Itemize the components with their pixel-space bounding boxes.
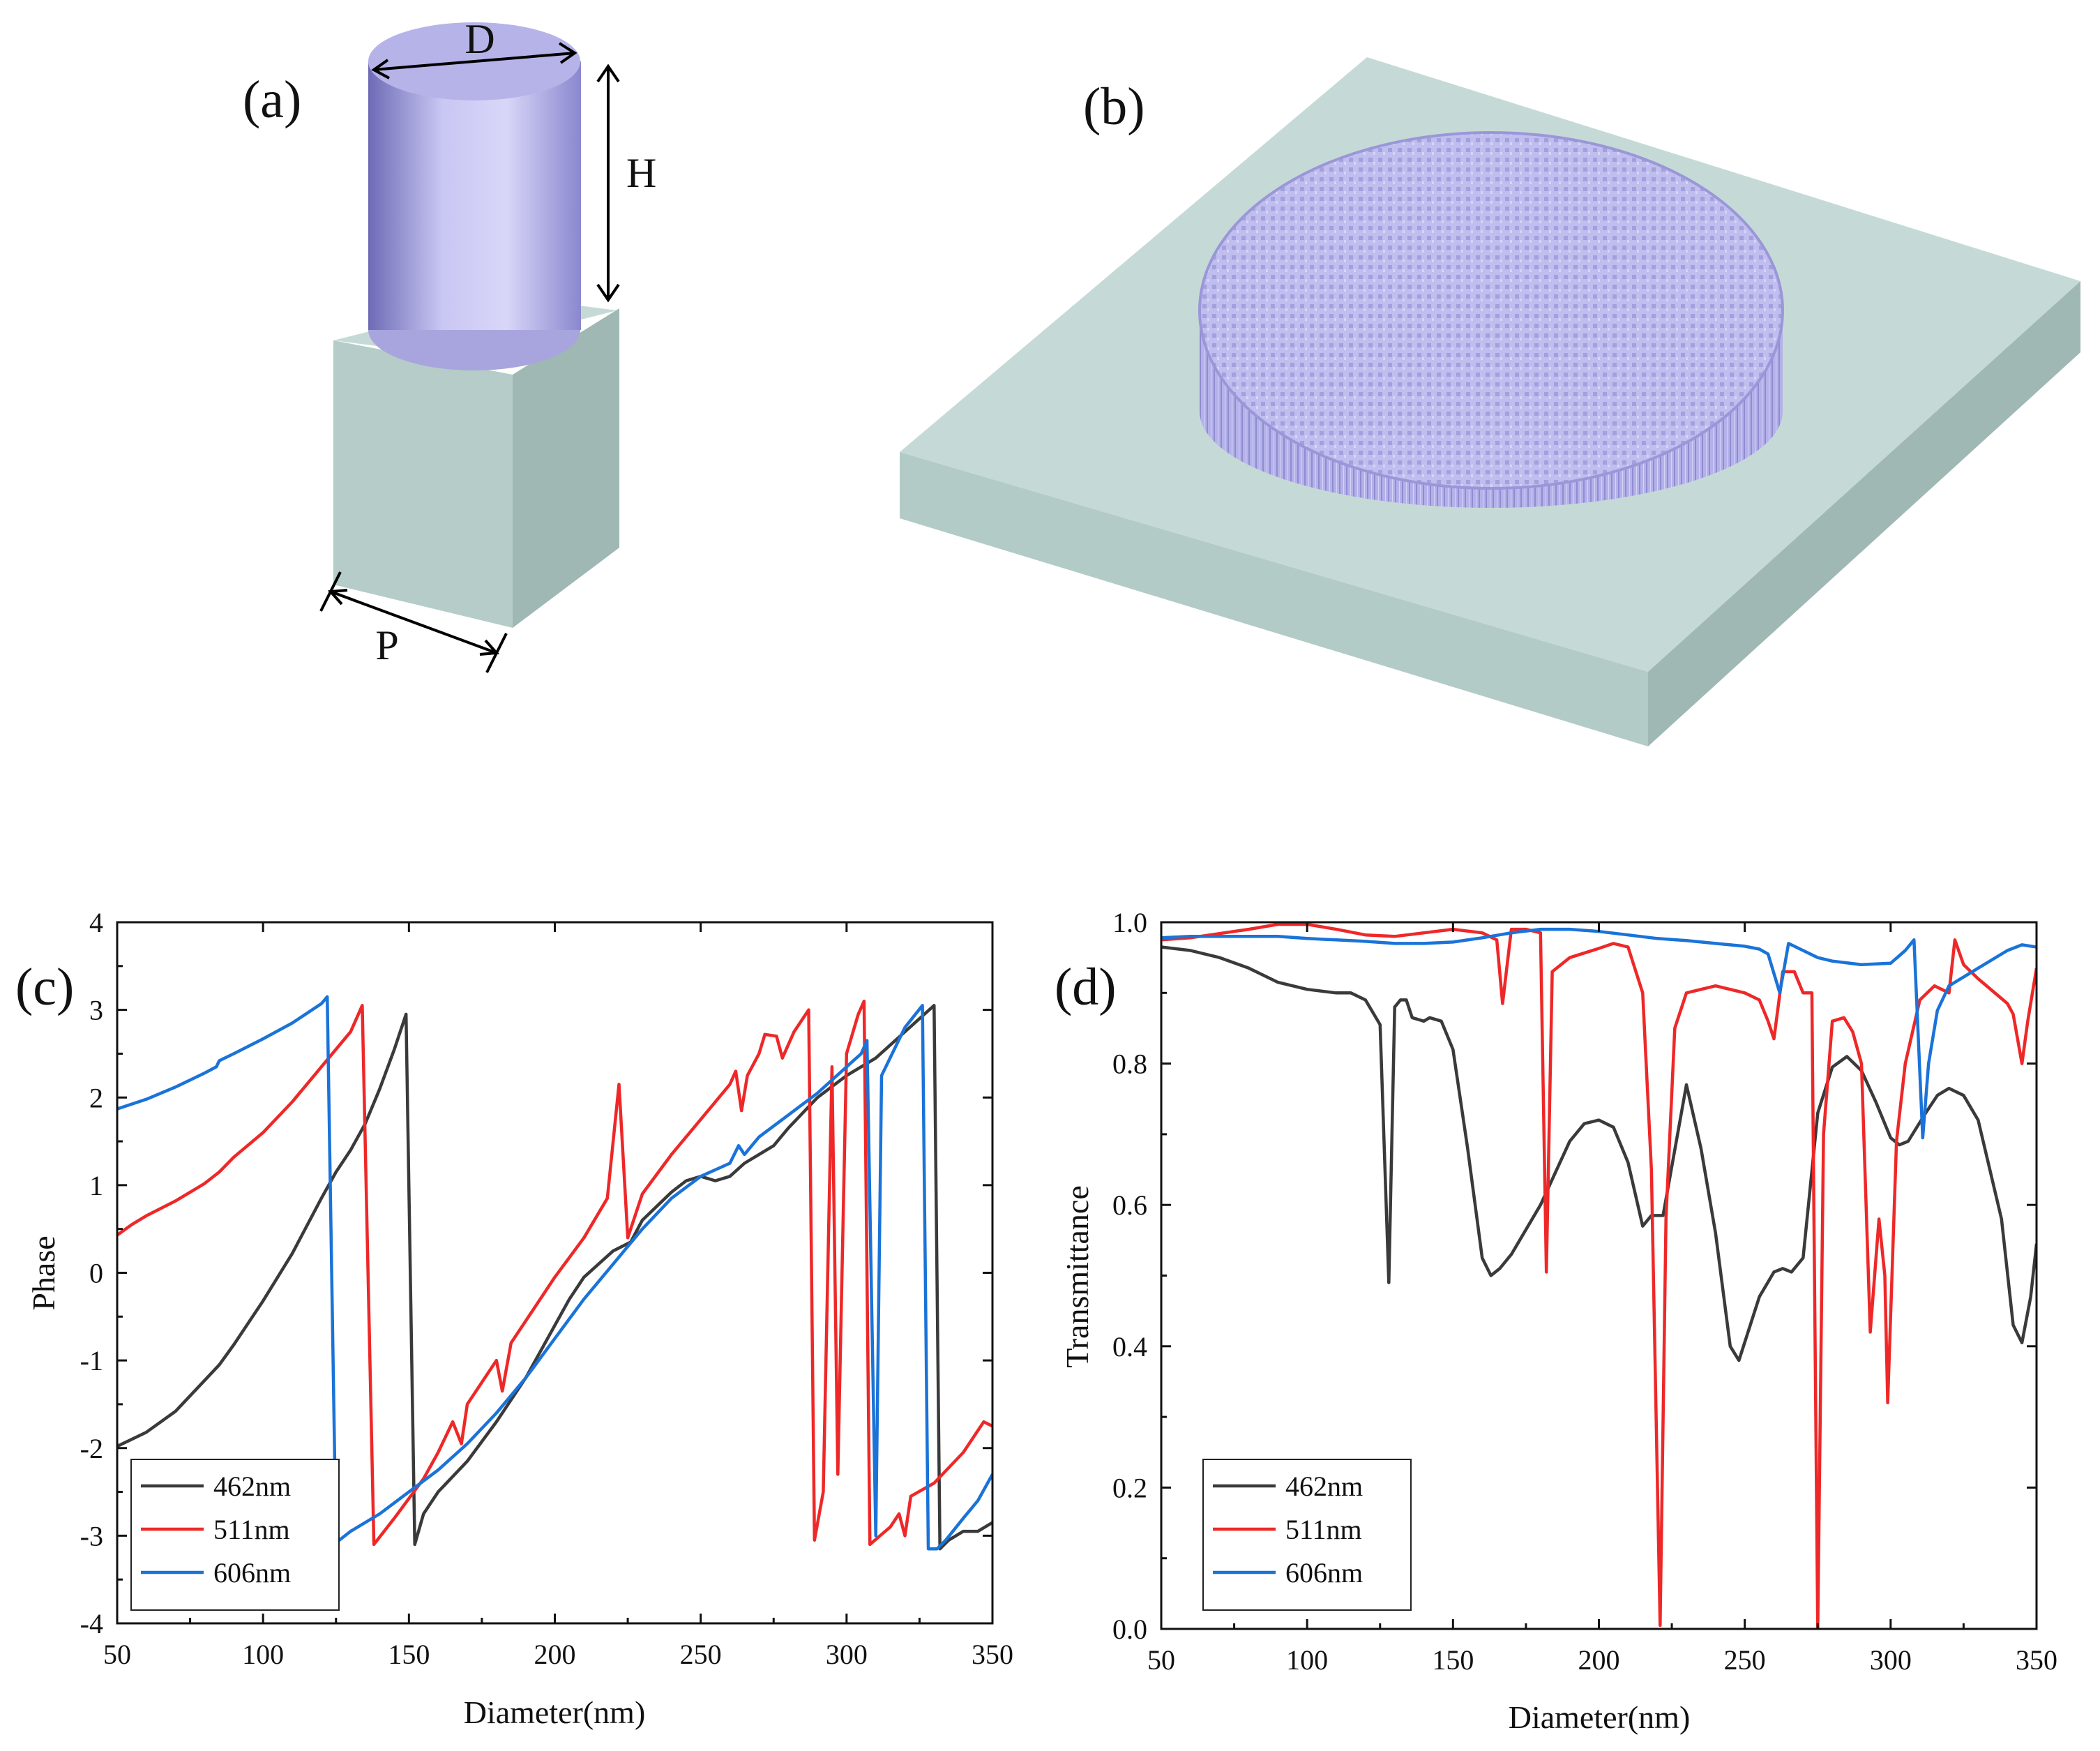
x-tick-label: 100 bbox=[242, 1639, 284, 1670]
x-tick-label: 300 bbox=[826, 1639, 868, 1670]
legend-label-606nm: 606nm bbox=[213, 1557, 291, 1588]
unit-substrate-front bbox=[333, 340, 513, 628]
series-line-606nm bbox=[117, 995, 992, 1551]
legend: 462nm 511nm 606nm bbox=[130, 1459, 340, 1611]
x-tick-label: 150 bbox=[1432, 1644, 1474, 1676]
y-axis-label: Phase bbox=[26, 1235, 61, 1310]
y-tick-label: 0.4 bbox=[1112, 1331, 1147, 1362]
x-tick-label: 350 bbox=[972, 1639, 1013, 1670]
panel-a: D H P (a) bbox=[243, 16, 656, 673]
panel-b: (b) bbox=[900, 57, 2080, 746]
y-tick-label: 2 bbox=[89, 1082, 103, 1113]
legend-label-606nm: 606nm bbox=[1285, 1557, 1363, 1588]
panel-label: (c) bbox=[15, 958, 74, 1016]
y-axis-label: Transmittance bbox=[1059, 1185, 1095, 1368]
y-tick-label: 4 bbox=[89, 907, 103, 938]
legend: 462nm 511nm 606nm bbox=[1202, 1459, 1412, 1611]
dim-p-label: P bbox=[375, 622, 398, 668]
y-tick-label: 0.0 bbox=[1112, 1614, 1147, 1645]
substrate-side bbox=[1648, 281, 2080, 746]
nanopillar-array bbox=[1198, 131, 1784, 508]
legend-label-511nm: 511nm bbox=[1285, 1514, 1362, 1545]
x-tick-label: 350 bbox=[2016, 1644, 2057, 1676]
dim-p-arrow bbox=[330, 590, 497, 654]
x-tick-label: 100 bbox=[1286, 1644, 1328, 1676]
dim-h-label: H bbox=[626, 150, 656, 196]
panel-a-label: (a) bbox=[243, 70, 301, 129]
x-tick-label: 50 bbox=[1147, 1644, 1175, 1676]
y-tick-label: -1 bbox=[80, 1345, 103, 1376]
x-tick-label: 300 bbox=[1870, 1644, 1912, 1676]
transmittance-chart: 50 100 150 200 250 300 350 0.0 0.2 0.4 0.6 0.8 1.0 Di… bbox=[1055, 907, 2057, 1735]
series-line-606nm bbox=[1161, 927, 2037, 1140]
legend-label-511nm: 511nm bbox=[213, 1514, 290, 1545]
y-tick-label: -4 bbox=[80, 1608, 103, 1639]
y-tick-label: 0.6 bbox=[1112, 1189, 1147, 1221]
unit-substrate-side bbox=[513, 308, 619, 628]
series-group bbox=[117, 995, 992, 1551]
y-tick-label: 3 bbox=[89, 995, 103, 1026]
x-tick-label: 200 bbox=[534, 1639, 576, 1670]
y-tick-label: 0.2 bbox=[1112, 1472, 1147, 1503]
y-tick-label: 1.0 bbox=[1112, 907, 1147, 938]
x-tick-label: 200 bbox=[1578, 1644, 1620, 1676]
series-line-462nm bbox=[1161, 945, 2037, 1362]
x-axis-label: Diameter(nm) bbox=[1509, 1699, 1691, 1735]
substrate-front bbox=[900, 452, 1648, 746]
x-tick-label: 250 bbox=[680, 1639, 722, 1670]
dim-d-arrow bbox=[373, 52, 575, 71]
x-axis-label: Diameter(nm) bbox=[464, 1694, 646, 1730]
series-line-511nm bbox=[117, 999, 992, 1547]
panel-label: (d) bbox=[1055, 958, 1117, 1016]
y-tick-label: -3 bbox=[80, 1520, 103, 1551]
x-tick-label: 150 bbox=[388, 1639, 430, 1670]
y-tick-label: 1 bbox=[89, 1170, 103, 1201]
legend-label-462nm: 462nm bbox=[213, 1471, 291, 1502]
x-tick-label: 250 bbox=[1724, 1644, 1766, 1676]
phase-chart: 50 100 150 200 250 300 350 -4 -3 -2 -1 0 1 2 3 4 Diamete… bbox=[15, 907, 1013, 1730]
y-tick-label: 0.8 bbox=[1112, 1049, 1147, 1080]
dim-d-label: D bbox=[464, 16, 494, 62]
legend-label-462nm: 462nm bbox=[1285, 1471, 1363, 1502]
y-tick-label: -2 bbox=[80, 1433, 103, 1464]
y-tick-label: 0 bbox=[89, 1258, 103, 1289]
panel-b-label: (b) bbox=[1083, 77, 1145, 136]
x-tick-label: 50 bbox=[103, 1639, 131, 1670]
